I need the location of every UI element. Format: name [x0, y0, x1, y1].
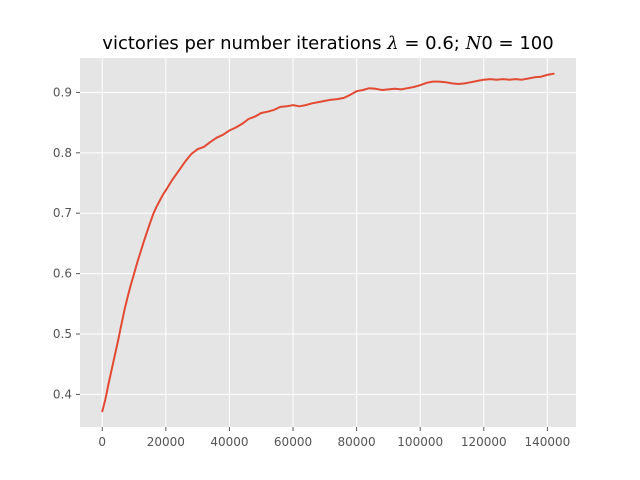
x-tick-label: 140000: [524, 435, 570, 449]
y-tick-label: 0.5: [53, 327, 72, 341]
x-tick-label: 20000: [147, 435, 185, 449]
x-tick-label: 0: [98, 435, 106, 449]
chart-title: victories per number iterations λ = 0.6;…: [102, 33, 553, 54]
y-tick-label: 0.9: [53, 85, 72, 99]
series-layer: [101, 72, 555, 413]
x-tick-label: 40000: [210, 435, 248, 449]
title-n0-value: 0 = 100: [481, 33, 553, 54]
y-tick-label: 0.8: [53, 146, 72, 160]
title-lambda-value: = 0.6;: [399, 33, 466, 54]
x-tick-label: 100000: [397, 435, 443, 449]
series-line: [101, 72, 555, 413]
x-tick-label: 120000: [461, 435, 507, 449]
y-tick-label: 0.7: [53, 206, 72, 220]
grid-lines: [80, 58, 576, 427]
title-lambda-symbol: λ: [386, 33, 398, 54]
x-tick-label: 60000: [274, 435, 312, 449]
y-tick-label: 0.6: [53, 267, 72, 281]
title-n0-symbol: N: [465, 33, 483, 54]
plot-area: [80, 58, 576, 427]
y-axis: 0.4 0.5 0.6 0.7 0.8 0.9: [53, 85, 80, 401]
y-tick-label: 0.4: [53, 387, 72, 401]
x-tick-label: 80000: [338, 435, 376, 449]
x-axis: 0 20000 40000 60000 80000 100000 120000 140000: [98, 427, 570, 449]
